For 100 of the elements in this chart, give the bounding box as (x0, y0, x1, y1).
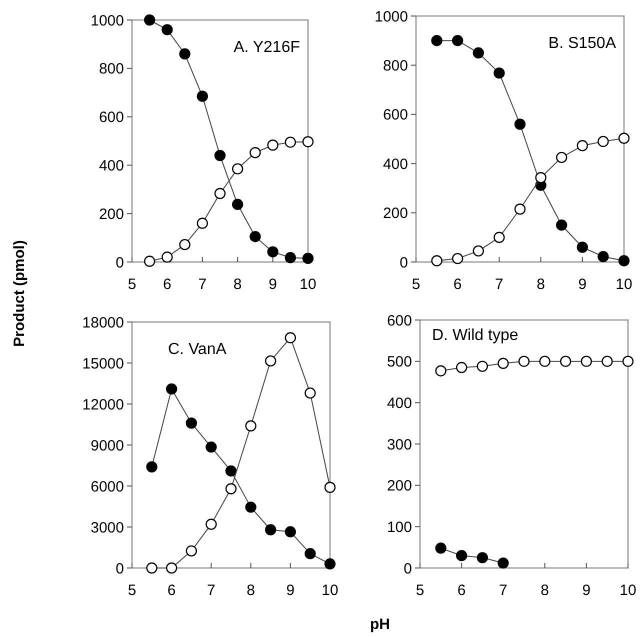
y-tick-label: 200 (382, 205, 408, 222)
y-tick-label: 0 (404, 560, 412, 578)
y-tick-label: 15000 (82, 355, 124, 372)
point (580, 356, 592, 367)
y-tick-label: 100 (386, 518, 412, 536)
point (622, 356, 634, 367)
point (162, 252, 173, 263)
y-tick-label: 400 (386, 394, 412, 412)
point (267, 140, 278, 151)
x-axis-title: pH (370, 616, 390, 633)
x-tick-label: 10 (616, 276, 632, 293)
x-tick-label: 7 (499, 582, 508, 599)
x-tick-label: 7 (198, 276, 207, 293)
point (186, 418, 197, 429)
point (539, 356, 550, 367)
point (225, 483, 237, 494)
point (560, 356, 572, 367)
point (284, 252, 296, 264)
point (144, 256, 156, 267)
point (435, 365, 446, 376)
point (302, 136, 314, 148)
point (452, 35, 464, 46)
point (576, 140, 588, 152)
x-tick-label: 5 (128, 582, 136, 599)
point (324, 482, 336, 493)
point (476, 360, 488, 372)
y-tick-label: 3000 (90, 519, 124, 536)
x-tick-label: 8 (540, 582, 549, 599)
x-tick-label: 5 (412, 276, 420, 293)
point (214, 150, 226, 162)
point (245, 420, 256, 432)
y-tick-label: 0 (400, 254, 408, 272)
x-tick-label: 6 (453, 276, 462, 293)
y-tick-label: 800 (382, 57, 408, 74)
point (166, 562, 178, 574)
point (324, 558, 336, 570)
point (206, 441, 217, 453)
point (514, 204, 526, 215)
y-tick-label: 600 (382, 106, 408, 124)
y-tick-label: 1000 (374, 8, 408, 26)
point (265, 524, 276, 536)
point (472, 245, 484, 257)
x-tick-label: 7 (495, 276, 504, 293)
point (232, 163, 244, 174)
point (196, 218, 208, 229)
x-tick-label: 9 (268, 276, 277, 293)
point (162, 24, 173, 36)
x-tick-label: 10 (620, 582, 636, 599)
y-tick-label: 400 (98, 157, 124, 174)
point (196, 90, 208, 102)
point (435, 542, 446, 554)
point (284, 136, 296, 148)
point (598, 136, 609, 148)
y-tick-label: 1000 (90, 12, 124, 30)
point (302, 252, 314, 264)
point (431, 255, 442, 266)
x-tick-label: 8 (233, 276, 242, 293)
text: B. S150A (548, 35, 616, 52)
point (556, 152, 568, 164)
y-tick-label: 9000 (90, 437, 124, 454)
point (431, 35, 442, 46)
point (576, 242, 588, 253)
point (144, 14, 156, 26)
y-axis-title: Product (pmol) (11, 240, 28, 347)
text: A. Y216F (234, 39, 300, 56)
point (618, 255, 630, 266)
point (250, 147, 261, 158)
point (245, 502, 256, 513)
x-tick-label: 6 (457, 582, 466, 599)
point (179, 238, 190, 250)
point (284, 332, 296, 344)
x-tick-label: 9 (578, 276, 587, 293)
point (265, 355, 276, 367)
y-tick-label: 6000 (90, 478, 124, 496)
point (166, 383, 178, 395)
y-tick-label: 12000 (82, 396, 124, 414)
point (452, 252, 464, 264)
point (456, 550, 468, 562)
x-tick-label: 10 (322, 582, 338, 599)
point (476, 552, 488, 564)
x-tick-label: 9 (286, 582, 295, 599)
point (518, 356, 530, 367)
x-tick-label: 8 (246, 582, 255, 599)
y-tick-label: 18000 (82, 314, 124, 332)
x-tick-label: 6 (167, 582, 176, 599)
point (284, 526, 296, 538)
point (232, 198, 244, 210)
y-tick-label: 0 (116, 560, 124, 578)
point (535, 172, 546, 184)
point (498, 557, 509, 569)
point (304, 387, 316, 399)
point (494, 232, 505, 243)
point (146, 461, 158, 472)
point (598, 250, 609, 262)
point (494, 67, 505, 79)
point (225, 465, 237, 477)
point (618, 132, 630, 144)
y-tick-label: 0 (116, 254, 124, 272)
y-tick-label: 800 (98, 60, 124, 78)
y-tick-label: 600 (386, 312, 412, 330)
